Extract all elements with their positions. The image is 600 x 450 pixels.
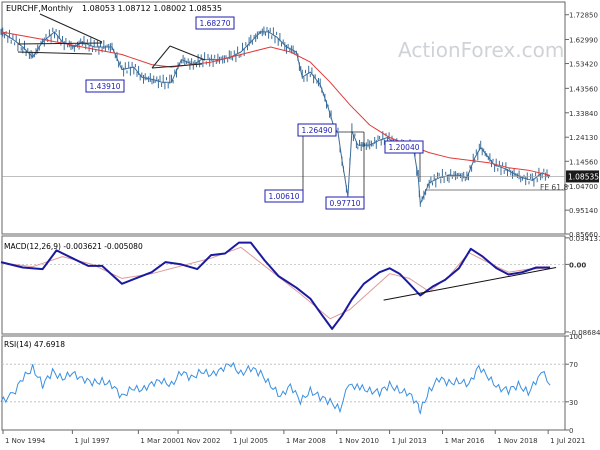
pivot-label-text: 1.43910 bbox=[89, 82, 120, 91]
pattern-line bbox=[17, 42, 103, 45]
price-axis-label: 1.14560 bbox=[569, 158, 598, 166]
pivot-label: 1.20040 bbox=[384, 140, 424, 154]
macd-axis-label: 0.034137 bbox=[569, 235, 600, 243]
time-axis-label: 1 Mar 2008 bbox=[286, 437, 326, 445]
current-price-tag-box bbox=[566, 170, 599, 183]
pivot-label-text: 1.00610 bbox=[268, 192, 299, 201]
rsi-axis-label: 0 bbox=[569, 427, 573, 435]
pivot-label-box bbox=[384, 140, 424, 154]
rsi-axis-label: 100 bbox=[569, 333, 582, 341]
macd-label: MACD(12,26,9) -0.003621 -0.005080 bbox=[4, 242, 143, 251]
header-ohlc: 1.08053 1.08712 1.08002 1.08535 bbox=[82, 4, 222, 13]
price-axis-label: 1.43560 bbox=[569, 85, 598, 93]
macd-trendline bbox=[383, 267, 557, 301]
rsi-label: RSI(14) 47.6918 bbox=[4, 340, 65, 349]
pattern-line bbox=[17, 51, 93, 55]
rsi-pane-frame bbox=[1, 335, 566, 431]
price-pane-frame bbox=[1, 1, 566, 235]
pivot-label: 0.97710 bbox=[325, 196, 365, 210]
price-axis-label: 0.85660 bbox=[569, 231, 598, 239]
price-axis-label: 1.72850 bbox=[569, 12, 598, 20]
time-axis-label: 1 Jul 2013 bbox=[392, 437, 427, 445]
price-axis-label: 1.24130 bbox=[569, 134, 598, 142]
time-axis-label: 1 Jul 1997 bbox=[74, 437, 109, 445]
header-title: EURCHF,Monthly bbox=[6, 4, 73, 13]
pattern-line bbox=[169, 45, 206, 61]
pivot-label-box bbox=[195, 16, 235, 30]
pivot-label-text: 0.97710 bbox=[329, 199, 360, 208]
time-axis-label: 1 Jul 2005 bbox=[233, 437, 268, 445]
pivot-label-text: 1.68270 bbox=[199, 19, 230, 28]
pivot-label-text: 1.20040 bbox=[388, 143, 419, 152]
time-axis-label: 1 Nov 2002 bbox=[180, 437, 220, 445]
price-axis-label: 1.53420 bbox=[569, 61, 598, 69]
pattern-line bbox=[151, 45, 171, 69]
pattern-line bbox=[39, 13, 103, 43]
time-axis-label: 1 Mar 2016 bbox=[444, 437, 484, 445]
pivot-label-box bbox=[264, 189, 304, 203]
current-price-tag: 1.08535 bbox=[568, 172, 599, 181]
fe-label: FE 61.8 bbox=[540, 183, 569, 192]
price-axis-label: 1.04700 bbox=[569, 183, 598, 191]
pivot-label: 1.43910 bbox=[85, 79, 125, 93]
macd-axis-label: 0.00 bbox=[569, 261, 586, 269]
watermark: ActionForex.com bbox=[398, 38, 565, 62]
time-axis-label: 1 Mar 2000 bbox=[140, 437, 180, 445]
macd-axis-label: -0.086849 bbox=[569, 329, 600, 337]
rsi-line bbox=[0, 361, 551, 415]
price-axis-label: 1.33840 bbox=[569, 110, 598, 118]
pivot-label-box bbox=[297, 123, 337, 137]
pivot-label: 1.26490 bbox=[297, 123, 337, 137]
pivot-label: 1.00610 bbox=[264, 189, 304, 203]
pattern-line bbox=[151, 63, 203, 69]
time-axis-label: 1 Nov 2018 bbox=[497, 437, 537, 445]
rsi-axis-label: 30 bbox=[569, 399, 578, 407]
macd-line bbox=[0, 241, 551, 330]
pivot-label: 1.68270 bbox=[195, 16, 235, 30]
macd-pane-frame bbox=[1, 235, 566, 335]
pivot-label-text: 1.26490 bbox=[301, 126, 332, 135]
macd-signal-line bbox=[0, 246, 551, 320]
moving-average-line bbox=[0, 31, 551, 176]
price-axis-label: 1.62990 bbox=[569, 36, 598, 44]
time-axis-label: 1 Jul 2021 bbox=[550, 437, 585, 445]
rsi-axis-label: 70 bbox=[569, 361, 578, 369]
time-axis-label: 1 Nov 1994 bbox=[5, 437, 46, 445]
time-axis-label: 1 Nov 2010 bbox=[339, 437, 379, 445]
pivot-label-box bbox=[85, 79, 125, 93]
price-axis-label: 0.95140 bbox=[569, 207, 598, 215]
pivot-label-box bbox=[325, 196, 365, 210]
